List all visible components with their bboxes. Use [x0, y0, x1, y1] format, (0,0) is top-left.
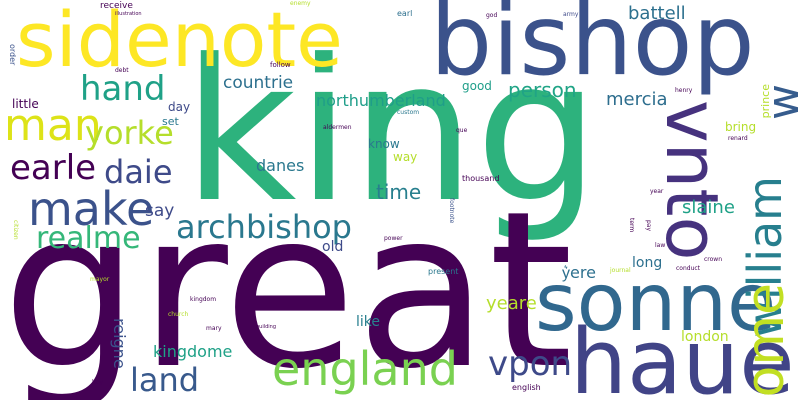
word-bishop: bishop: [430, 0, 755, 98]
word-old: old: [322, 239, 344, 255]
word-citizen: citizen: [12, 220, 19, 240]
word-time: time: [376, 180, 422, 204]
word-set: set: [162, 115, 179, 128]
word-haue: haue: [570, 310, 795, 400]
word-great: great: [2, 165, 574, 400]
word-term: term: [628, 218, 635, 233]
word-vpon: vpon: [488, 344, 573, 384]
word-daie: daie: [104, 153, 173, 191]
word-reigne: reigne: [110, 318, 129, 369]
word-earl: earl: [397, 9, 413, 18]
word-law: law: [655, 242, 666, 249]
word-sidenote: sidenote: [16, 0, 343, 84]
word-england: england: [272, 342, 458, 396]
word-church: church: [168, 311, 189, 318]
word-year: year: [650, 188, 664, 195]
word-god: god: [486, 12, 498, 19]
word-order: order: [8, 44, 17, 66]
word-long: long: [632, 255, 663, 271]
word-prince: prince: [759, 84, 772, 119]
word-mayor: mayor: [90, 276, 110, 283]
word-northumberland: northumberland: [316, 91, 446, 110]
word-kingdom: kingdom: [190, 296, 217, 303]
word-vnto: vnto: [650, 100, 734, 261]
word-enemy: enemy: [290, 0, 311, 7]
word-english: english: [512, 383, 541, 392]
word-man: man: [4, 100, 102, 151]
word-battell: battell: [628, 3, 686, 24]
word-que: que: [456, 127, 468, 134]
word-pay: pay: [645, 220, 652, 232]
word-realme: realme: [36, 221, 141, 256]
word-power: power: [384, 235, 403, 242]
word-make: make: [28, 182, 155, 236]
word-say: say: [145, 201, 175, 221]
word-receive: receive: [100, 1, 133, 11]
word-hand: hand: [80, 69, 166, 109]
word-like: like: [356, 314, 381, 330]
word-illustration: illustration: [115, 11, 142, 17]
word-earle: earle: [10, 148, 97, 188]
word-present: present: [428, 267, 459, 276]
word-king: king: [183, 18, 600, 246]
word-yere: y͛ere: [562, 263, 596, 282]
word-henry: henry: [675, 87, 693, 94]
word-slaine: slaine: [682, 197, 735, 218]
word-journal: journal: [610, 267, 631, 274]
word-countrie: countrie: [223, 73, 294, 93]
word-army: army: [563, 11, 579, 18]
word-conduct: conduct: [676, 265, 701, 272]
word-renard: renard: [728, 135, 748, 142]
word-little: little: [12, 97, 39, 111]
word-know: know: [368, 137, 400, 151]
word-archbishop: archbishop: [176, 208, 352, 246]
word-footnote: footnote: [448, 198, 455, 224]
word-follow: follow: [270, 61, 291, 69]
word-kingdome: kingdome: [153, 342, 233, 361]
word-debt: debt: [115, 67, 129, 74]
word-building: building: [256, 324, 277, 330]
word-person: person: [508, 78, 577, 102]
word-way: way: [393, 150, 418, 164]
word-sonne: sonne: [535, 256, 777, 349]
word-land: land: [130, 361, 200, 399]
word-yorke: yorke: [85, 114, 174, 152]
word-boy: boy: [92, 379, 104, 386]
word-day: day: [168, 100, 191, 114]
word-good: good: [462, 79, 492, 93]
word-mary: mary: [206, 325, 222, 332]
word-london: london: [681, 329, 729, 345]
word-yeare: yeare: [486, 293, 537, 314]
word-danes: danes: [256, 156, 305, 175]
word-custom: custom: [397, 109, 420, 116]
word-come: come: [736, 283, 796, 400]
word-mercia: mercia: [606, 89, 668, 110]
word-bring: bring: [725, 120, 757, 134]
word-thousand: thousand: [462, 174, 500, 183]
word-crown: crown: [704, 256, 723, 263]
word-aldermen: aldermen: [323, 124, 352, 131]
